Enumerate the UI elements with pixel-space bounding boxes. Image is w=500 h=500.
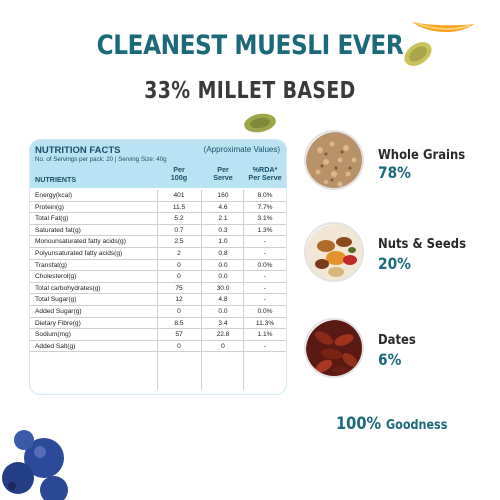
ingredient-label: Nuts & Seeds (378, 236, 466, 252)
table-row: Polyunsaturated fatty acids(g) 2 0.8- (30, 248, 286, 260)
pumpkin-seed-icon-2 (244, 113, 276, 133)
whole-grains-image (304, 130, 364, 190)
table-row: Saturated fat(g) 0.7 0.3 1.3% (30, 225, 286, 237)
nutrition-header: NUTRITION FACTS (Approximate Values) No.… (30, 140, 286, 188)
table-row: Cholesterol(g) 0 0.0- (30, 271, 286, 283)
goodness-percent: 100% (336, 414, 382, 434)
table-row: Added Sugar(g) 0 0.0 0.0% (30, 306, 286, 318)
table-row: Total carbohydrates(g) 75 30.0- (30, 283, 286, 295)
approx-values-note: (Approximate Values) (203, 145, 280, 154)
nutrition-rows: Energy(kcal) 401 160 8.0% Protein(g) 11.5 4.6… (30, 190, 286, 353)
headline: CLEANEST MUESLI EVER (96, 30, 404, 61)
subhead: 33% MILLET BASED (144, 78, 356, 104)
orange-slice-icon (412, 22, 474, 33)
goodness-word: Goodness (385, 418, 448, 433)
table-row: Total Fat(g) 5.2 2.1 3.1% (30, 213, 286, 225)
servings-info: No. of Servings per pack: 20 | Serving S… (35, 156, 167, 163)
ingredient-label: Whole Grains (378, 147, 466, 163)
column-divider (157, 190, 158, 390)
table-row: Transfat(g) 0 0.0 0.0% (30, 260, 286, 272)
table-row: Sodium(mg) 57 22.8 1.1% (30, 329, 286, 341)
column-divider (201, 190, 202, 390)
col-nutrients: NUTRIENTS (35, 175, 77, 184)
ingredient-percent: 6% (378, 350, 402, 369)
nutrition-facts-panel: NUTRITION FACTS (Approximate Values) No.… (30, 140, 286, 394)
ingredient-percent: 20% (378, 254, 411, 273)
nuts-seeds-image (304, 222, 364, 282)
nutrition-title: NUTRITION FACTS (35, 145, 121, 156)
table-row: Total Sugar(g) 12 4.8- (30, 294, 286, 306)
ingredient-percent: 78% (378, 163, 411, 182)
table-row: Monounsaturated fatty acids(g) 2.5 1.0- (30, 236, 286, 248)
goodness-tagline: 100% Goodness (336, 414, 447, 434)
table-row: Added Salt(g) 0 0- (30, 341, 286, 353)
pumpkin-seed-icon (404, 42, 432, 66)
col-per-serve: Per Serve (213, 165, 233, 182)
table-row: Protein(g) 11.5 4.6 7.7% (30, 202, 286, 214)
column-divider (243, 190, 244, 390)
blueberries-icon (2, 430, 68, 500)
table-row: Energy(kcal) 401 160 8.0% (30, 190, 286, 202)
col-rda: %RDA* Per Serve (248, 165, 282, 182)
col-per-100g: Per 100g (170, 165, 188, 182)
ingredient-label: Dates (378, 332, 416, 348)
dates-image (304, 318, 364, 378)
table-row: Dietary Fibre(g) 8.5 3.4 11.3% (30, 318, 286, 330)
